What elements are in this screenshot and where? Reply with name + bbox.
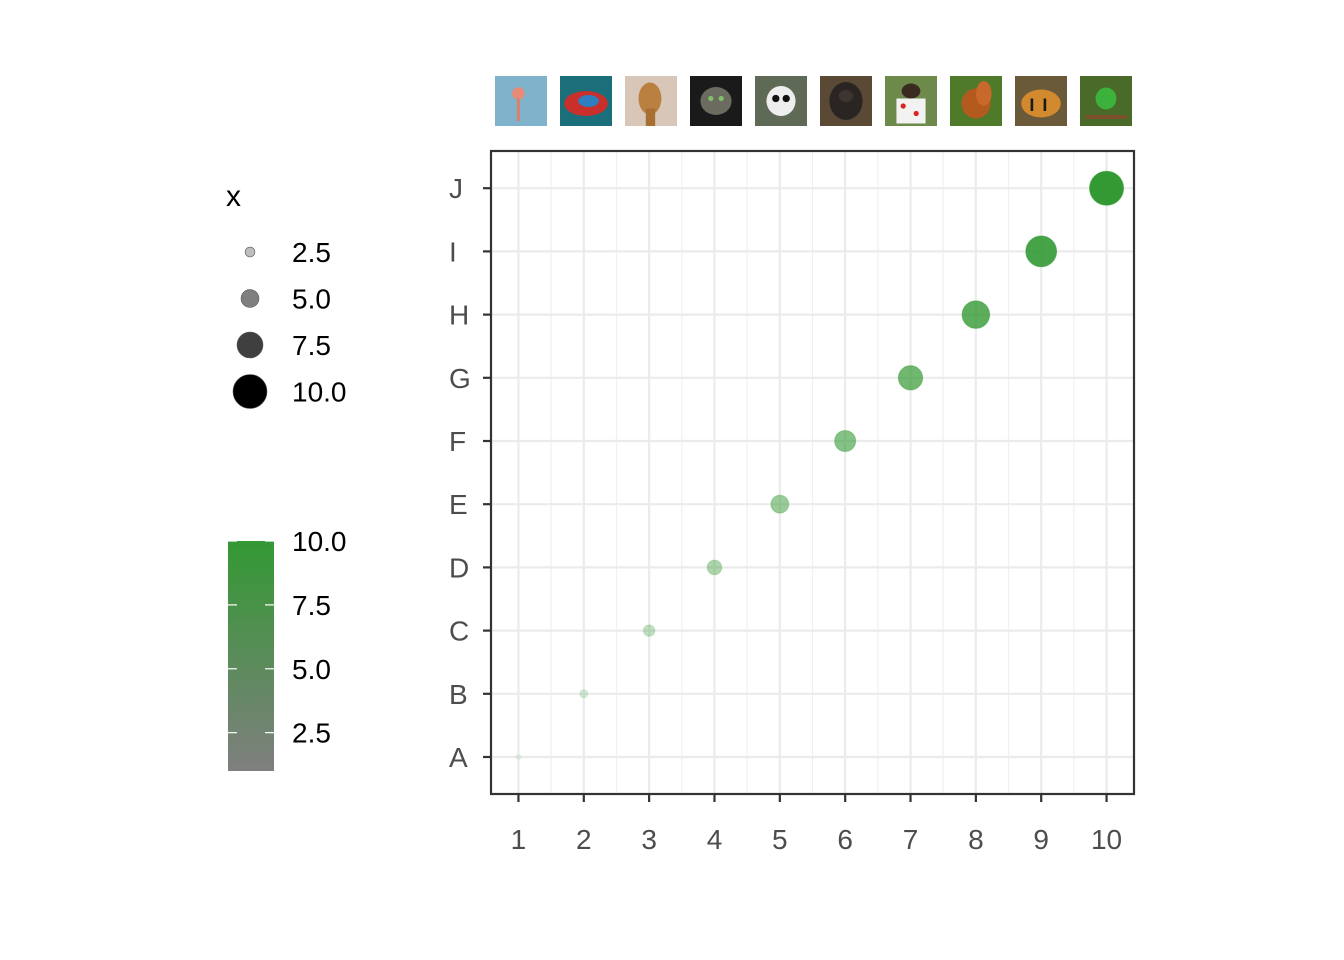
y-tick-label: I (449, 236, 457, 267)
color-legend-label: 10.0 (292, 526, 347, 557)
data-point-C (642, 624, 656, 637)
x-tick-label: 5 (772, 824, 788, 855)
color-legend-label: 5.0 (292, 654, 331, 685)
y-tick-label: C (449, 616, 469, 647)
size-legend: x 2.5 5.0 7.5 10.0 (226, 180, 347, 409)
x-tick-label: 6 (837, 824, 853, 855)
y-tick-label: H (449, 300, 469, 331)
data-point-J (1089, 170, 1125, 206)
data-point-A (515, 754, 522, 760)
colorbar (228, 541, 274, 771)
size-legend-label: 10.0 (292, 377, 347, 408)
x-tick-label: 1 (511, 824, 527, 855)
plot-panel (489, 149, 1136, 796)
major-gridlines (491, 151, 1134, 794)
y-tick-label: J (449, 173, 463, 204)
x-axis: 1 2 3 4 5 6 7 8 9 10 (511, 794, 1122, 855)
x-tick-label: 7 (903, 824, 919, 855)
size-legend-key (232, 374, 268, 409)
parrot-image (1080, 76, 1132, 126)
color-legend-label: 2.5 (292, 718, 331, 749)
puppy-in-cup-image (885, 76, 937, 126)
color-legend: 10.0 7.5 5.0 2.5 (228, 526, 347, 771)
squirrel-image (950, 76, 1002, 126)
y-axis: A B C D E F G H I J (449, 173, 491, 773)
size-legend-label: 7.5 (292, 330, 331, 361)
size-legend-title: x (226, 180, 241, 213)
x-tick-label: 9 (1033, 824, 1049, 855)
data-point-G (897, 365, 924, 391)
tiger-image (1015, 76, 1067, 126)
y-tick-label: A (449, 742, 468, 773)
data-points (515, 170, 1125, 760)
giraffe-image (625, 76, 677, 126)
data-point-E (770, 494, 790, 514)
size-legend-key (236, 331, 264, 359)
panel-border (489, 149, 1136, 796)
data-point-D (706, 559, 723, 576)
y-tick-label: B (449, 679, 468, 710)
y-tick-label: G (449, 363, 471, 394)
flamingo-image (495, 76, 547, 126)
size-legend-label: 5.0 (292, 284, 331, 315)
x-tick-label: 4 (707, 824, 723, 855)
y-tick-label: F (449, 426, 466, 457)
data-point-B (579, 689, 589, 699)
data-point-I (1025, 235, 1058, 268)
x-tick-label: 2 (576, 824, 592, 855)
x-tick-label: 10 (1091, 824, 1122, 855)
chameleon-image (560, 76, 612, 126)
size-legend-label: 2.5 (292, 237, 331, 268)
size-legend-key (244, 246, 256, 258)
data-point-H (961, 300, 991, 329)
animal-image-strip (495, 76, 1132, 126)
panda-image (755, 76, 807, 126)
data-point-F (834, 429, 857, 453)
color-legend-label: 7.5 (292, 590, 331, 621)
minor-gridlines (550, 151, 1075, 794)
y-tick-label: E (449, 489, 468, 520)
size-legend-key (240, 289, 260, 308)
x-tick-label: 8 (968, 824, 984, 855)
x-tick-label: 3 (641, 824, 657, 855)
gorilla-image (820, 76, 872, 126)
y-tick-label: D (449, 552, 469, 583)
cat-image (690, 76, 742, 126)
